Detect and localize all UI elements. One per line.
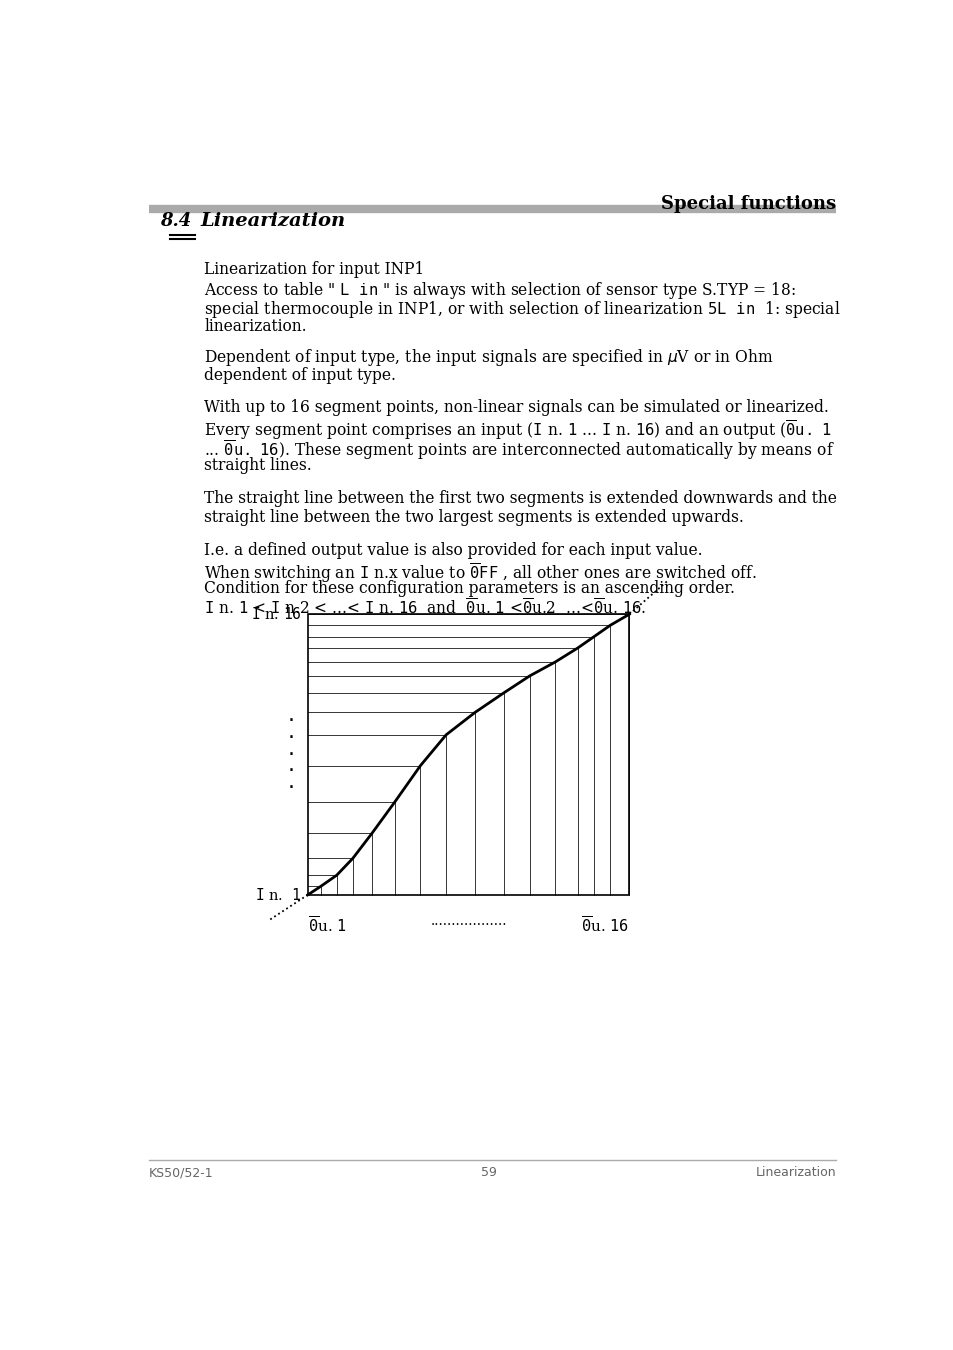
Text: 8.4: 8.4	[160, 212, 191, 230]
Text: ..................: ..................	[430, 914, 506, 927]
Text: Condition for these configuration parameters is an ascending order.: Condition for these configuration parame…	[204, 580, 735, 597]
Text: $\mathtt{I}$ n.  $\mathtt{1}$: $\mathtt{I}$ n. $\mathtt{1}$	[254, 887, 301, 903]
Text: KS50/52-1: KS50/52-1	[149, 1166, 213, 1179]
Text: Linearization for input INP1: Linearization for input INP1	[204, 261, 424, 278]
Bar	[308, 614, 629, 895]
Text: Linearization: Linearization	[755, 1166, 836, 1179]
Text: $\mathtt{I}$ n. $\mathtt{1}$ < $\mathtt{I}$ n.2 < ...< $\mathtt{I}$ n. $\mathtt{: $\mathtt{I}$ n. $\mathtt{1}$ < $\mathtt{…	[204, 599, 646, 620]
Text: $\mathtt{\overline{0}}$u. $\mathtt{1}$: $\mathtt{\overline{0}}$u. $\mathtt{1}$	[308, 915, 346, 936]
Text: $\mathtt{\overline{0}}$u. $\mathtt{16}$: $\mathtt{\overline{0}}$u. $\mathtt{16}$	[580, 915, 629, 936]
Text: special thermocouple in INP1, or with selection of linearization $\mathtt{5L}$  : special thermocouple in INP1, or with se…	[204, 300, 840, 320]
Text: When switching an $\mathtt{I}$ n.x value to $\overline{\mathtt{0}}\mathtt{FF}$ ,: When switching an $\mathtt{I}$ n.x value…	[204, 560, 757, 585]
Text: straight line between the two largest segments is extended upwards.: straight line between the two largest se…	[204, 509, 743, 526]
Text: With up to 16 segment points, non-linear signals can be simulated or linearized.: With up to 16 segment points, non-linear…	[204, 400, 828, 416]
Text: ·: ·	[288, 728, 294, 748]
Text: straight lines.: straight lines.	[204, 456, 312, 474]
Text: Every segment point comprises an input ($\mathtt{I}$ n. $\mathtt{1}$ ... $\matht: Every segment point comprises an input (…	[204, 418, 831, 443]
Text: I.e. a defined output value is also provided for each input value.: I.e. a defined output value is also prov…	[204, 541, 702, 559]
Text: 59: 59	[480, 1166, 497, 1179]
Text: $\mathtt{I}$ n. $\mathtt{16}$: $\mathtt{I}$ n. $\mathtt{16}$	[251, 606, 301, 622]
Text: The straight line between the first two segments is extended downwards and the: The straight line between the first two …	[204, 490, 837, 506]
Text: ·: ·	[288, 711, 294, 730]
Text: Access to table " $\mathtt{L}$  $\mathtt{in}$ " is always with selection of sens: Access to table " $\mathtt{L}$ $\mathtt{…	[204, 279, 796, 301]
Text: linearization.: linearization.	[204, 319, 307, 335]
Text: ·: ·	[288, 744, 294, 764]
Text: Linearization: Linearization	[200, 212, 345, 230]
Text: Special functions: Special functions	[660, 196, 836, 213]
Text: dependent of input type.: dependent of input type.	[204, 366, 395, 383]
Text: ·: ·	[288, 761, 294, 782]
Text: Dependent of input type, the input signals are specified in $\mu$V or in Ohm: Dependent of input type, the input signa…	[204, 347, 773, 369]
Text: ... $\overline{\mathtt{0}}\mathtt{u.}$ $\mathtt{16}$). These segment points are : ... $\overline{\mathtt{0}}\mathtt{u.}$ $…	[204, 437, 834, 462]
Text: ·: ·	[288, 778, 294, 798]
